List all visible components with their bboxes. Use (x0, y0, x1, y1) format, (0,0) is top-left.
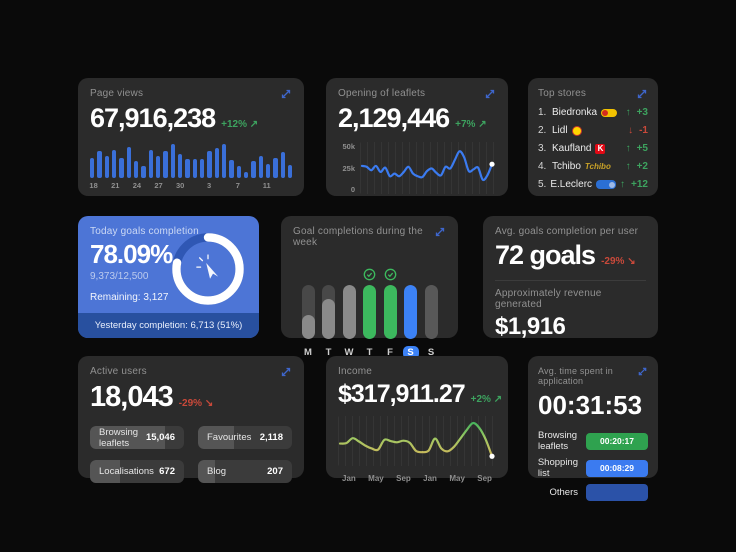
time-spent-card: Avg. time spent in application 00:31:53 … (528, 356, 658, 501)
time-badge: 00:08:29 (586, 459, 648, 477)
rank-arrow-icon: ↑ (625, 143, 631, 154)
yesterday-completion-footer: Yesterday completion: 6,713 (51%) (78, 313, 259, 338)
store-row[interactable]: 4. Tchibo Tchibo ↑ +2 (538, 161, 648, 172)
top-stores-card: Top stores 1. Biedronka ↑ +3 2. Lidl ↓ -1 … (528, 78, 658, 196)
usage-chip[interactable]: Browsing leaflets 15,046 (90, 426, 184, 449)
page-views-bar-chart: 18 21 24 27 30 3 7 11 (89, 142, 293, 190)
trend-up-icon: ↗ (493, 394, 503, 405)
revenue-value: $1,916 (495, 313, 566, 340)
active-users-card: Active users 18,043 -29% ↘ Browsing leaf… (78, 356, 304, 483)
time-breakdown: Browsing leaflets 00:20:17 Shopping list… (538, 430, 648, 501)
usage-chip[interactable]: Favourites 2,118 (198, 426, 292, 449)
weekday-column[interactable]: W (340, 268, 358, 359)
expand-icon[interactable] (280, 366, 292, 378)
rank-arrow-icon: ↑ (620, 179, 626, 190)
rank-arrow-icon: ↑ (625, 107, 631, 118)
store-row[interactable]: 1. Biedronka ↑ +3 (538, 107, 648, 118)
trend-up-icon: ↗ (478, 119, 487, 130)
page-views-delta: +12% ↗ (221, 119, 259, 130)
income-card: Income $317,911.27 +2% ↗ Jan May Sep Jan May… (326, 356, 508, 483)
avg-goals-title: Avg. goals completion per user (495, 226, 639, 237)
check-icon (384, 268, 397, 282)
today-goals-card: Today goals completion 78.09% 9,373/12,5… (78, 216, 259, 338)
time-spent-value: 00:31:53 (538, 390, 643, 420)
income-title: Income (338, 366, 372, 377)
chip-progress (90, 460, 121, 483)
week-goals-card: Goal completions during the week M T W (281, 216, 458, 359)
today-goals-title: Today goals completion (90, 226, 199, 237)
expand-icon[interactable] (434, 226, 446, 238)
trend-down-icon: ↘ (204, 398, 214, 409)
time-row: Browsing leaflets 00:20:17 (538, 430, 648, 452)
usage-chips: Browsing leaflets 15,046 Favourites 2,11… (90, 426, 292, 483)
eleclerc-logo-icon (596, 180, 617, 189)
click-cursor-icon (196, 254, 219, 279)
x-axis: Jan May Sep Jan May Sep (342, 474, 492, 483)
income-line-chart: Jan May Sep Jan May Sep (338, 416, 496, 483)
expand-icon[interactable] (637, 366, 648, 377)
weekday-column[interactable]: T (361, 268, 379, 359)
usage-chip[interactable]: Localisations 672 (90, 460, 184, 483)
today-goals-fraction: 9,373/12,500 (90, 271, 149, 282)
weekday-column[interactable]: F (381, 268, 399, 359)
avg-goals-delta: -29% ↘ (601, 256, 636, 267)
leaflets-card: Opening of leaflets 2,129,446 +7% ↗ 50k … (326, 78, 508, 196)
leaflets-delta: +7% ↗ (455, 119, 487, 130)
store-row[interactable]: 5. E.Leclerc ↑ +12 (538, 179, 648, 190)
trend-down-icon: ↘ (627, 256, 636, 267)
leaflets-value: 2,129,446 (338, 103, 450, 133)
tchibo-logo-icon: Tchibo (584, 162, 611, 171)
active-users-delta: -29% ↘ (178, 398, 214, 409)
chip-progress (198, 460, 215, 483)
weekday-bars: M T W T F (293, 268, 446, 359)
store-row[interactable]: 3. Kaufland K ↑ +5 (538, 143, 648, 154)
active-users-value: 18,043 (90, 381, 174, 413)
time-badge: 00:20:17 (586, 432, 648, 450)
today-goals-remaining: Remaining: 3,127 (90, 292, 169, 303)
lidl-logo-icon (571, 125, 582, 136)
y-axis: 50k 25k 0 (342, 142, 355, 194)
time-spent-title: Avg. time spent in application (538, 366, 613, 386)
weekday-column[interactable]: T (320, 268, 338, 359)
check-icon (363, 268, 376, 282)
rank-arrow-icon: ↑ (625, 161, 631, 172)
active-users-title: Active users (90, 366, 147, 377)
today-goals-percent: 78.09% (90, 239, 173, 269)
chip-progress (198, 426, 234, 449)
expand-icon[interactable] (484, 88, 496, 100)
expand-icon[interactable] (636, 88, 648, 100)
time-row: Shopping list 00:08:29 (538, 457, 648, 479)
top-stores-title: Top stores (538, 88, 587, 99)
rank-arrow-icon: ↓ (628, 125, 634, 136)
store-row[interactable]: 2. Lidl ↓ -1 (538, 125, 648, 136)
leaflets-title: Opening of leaflets (338, 88, 426, 99)
store-list: 1. Biedronka ↑ +3 2. Lidl ↓ -1 3. Kaufland… (538, 107, 648, 190)
kaufland-logo-icon: K (595, 143, 606, 154)
income-value: $317,911.27 (338, 380, 466, 408)
page-views-title: Page views (90, 88, 144, 99)
chip-progress (90, 426, 166, 449)
trend-up-icon: ↗ (249, 119, 259, 130)
expand-icon[interactable] (280, 88, 292, 100)
income-delta: +2% ↗ (470, 394, 503, 405)
weekday-column[interactable]: S (422, 268, 440, 359)
usage-chip[interactable]: Blog 207 (198, 460, 292, 483)
revenue-label: Approximately revenue generated (495, 288, 602, 310)
weekday-column[interactable]: S (402, 268, 420, 359)
leaflets-line-svg (360, 142, 496, 194)
avg-goals-value: 72 goals (495, 240, 596, 270)
divider (495, 280, 646, 281)
page-views-card: Page views 67,916,238 +12% ↗ 18 21 24 27 30 3… (78, 78, 304, 196)
completion-donut-chart (169, 230, 247, 313)
avg-goals-card: Avg. goals completion per user 72 goals … (483, 216, 658, 340)
time-badge (586, 484, 648, 501)
income-line-svg (338, 416, 496, 466)
weekday-column[interactable]: M (299, 268, 317, 359)
week-goals-title: Goal completions during the week (293, 226, 423, 248)
leaflets-line-chart: 50k 25k 0 (338, 142, 496, 194)
page-views-value: 67,916,238 (90, 103, 216, 133)
biedronka-logo-icon (601, 108, 618, 117)
time-row: Others (538, 484, 648, 501)
